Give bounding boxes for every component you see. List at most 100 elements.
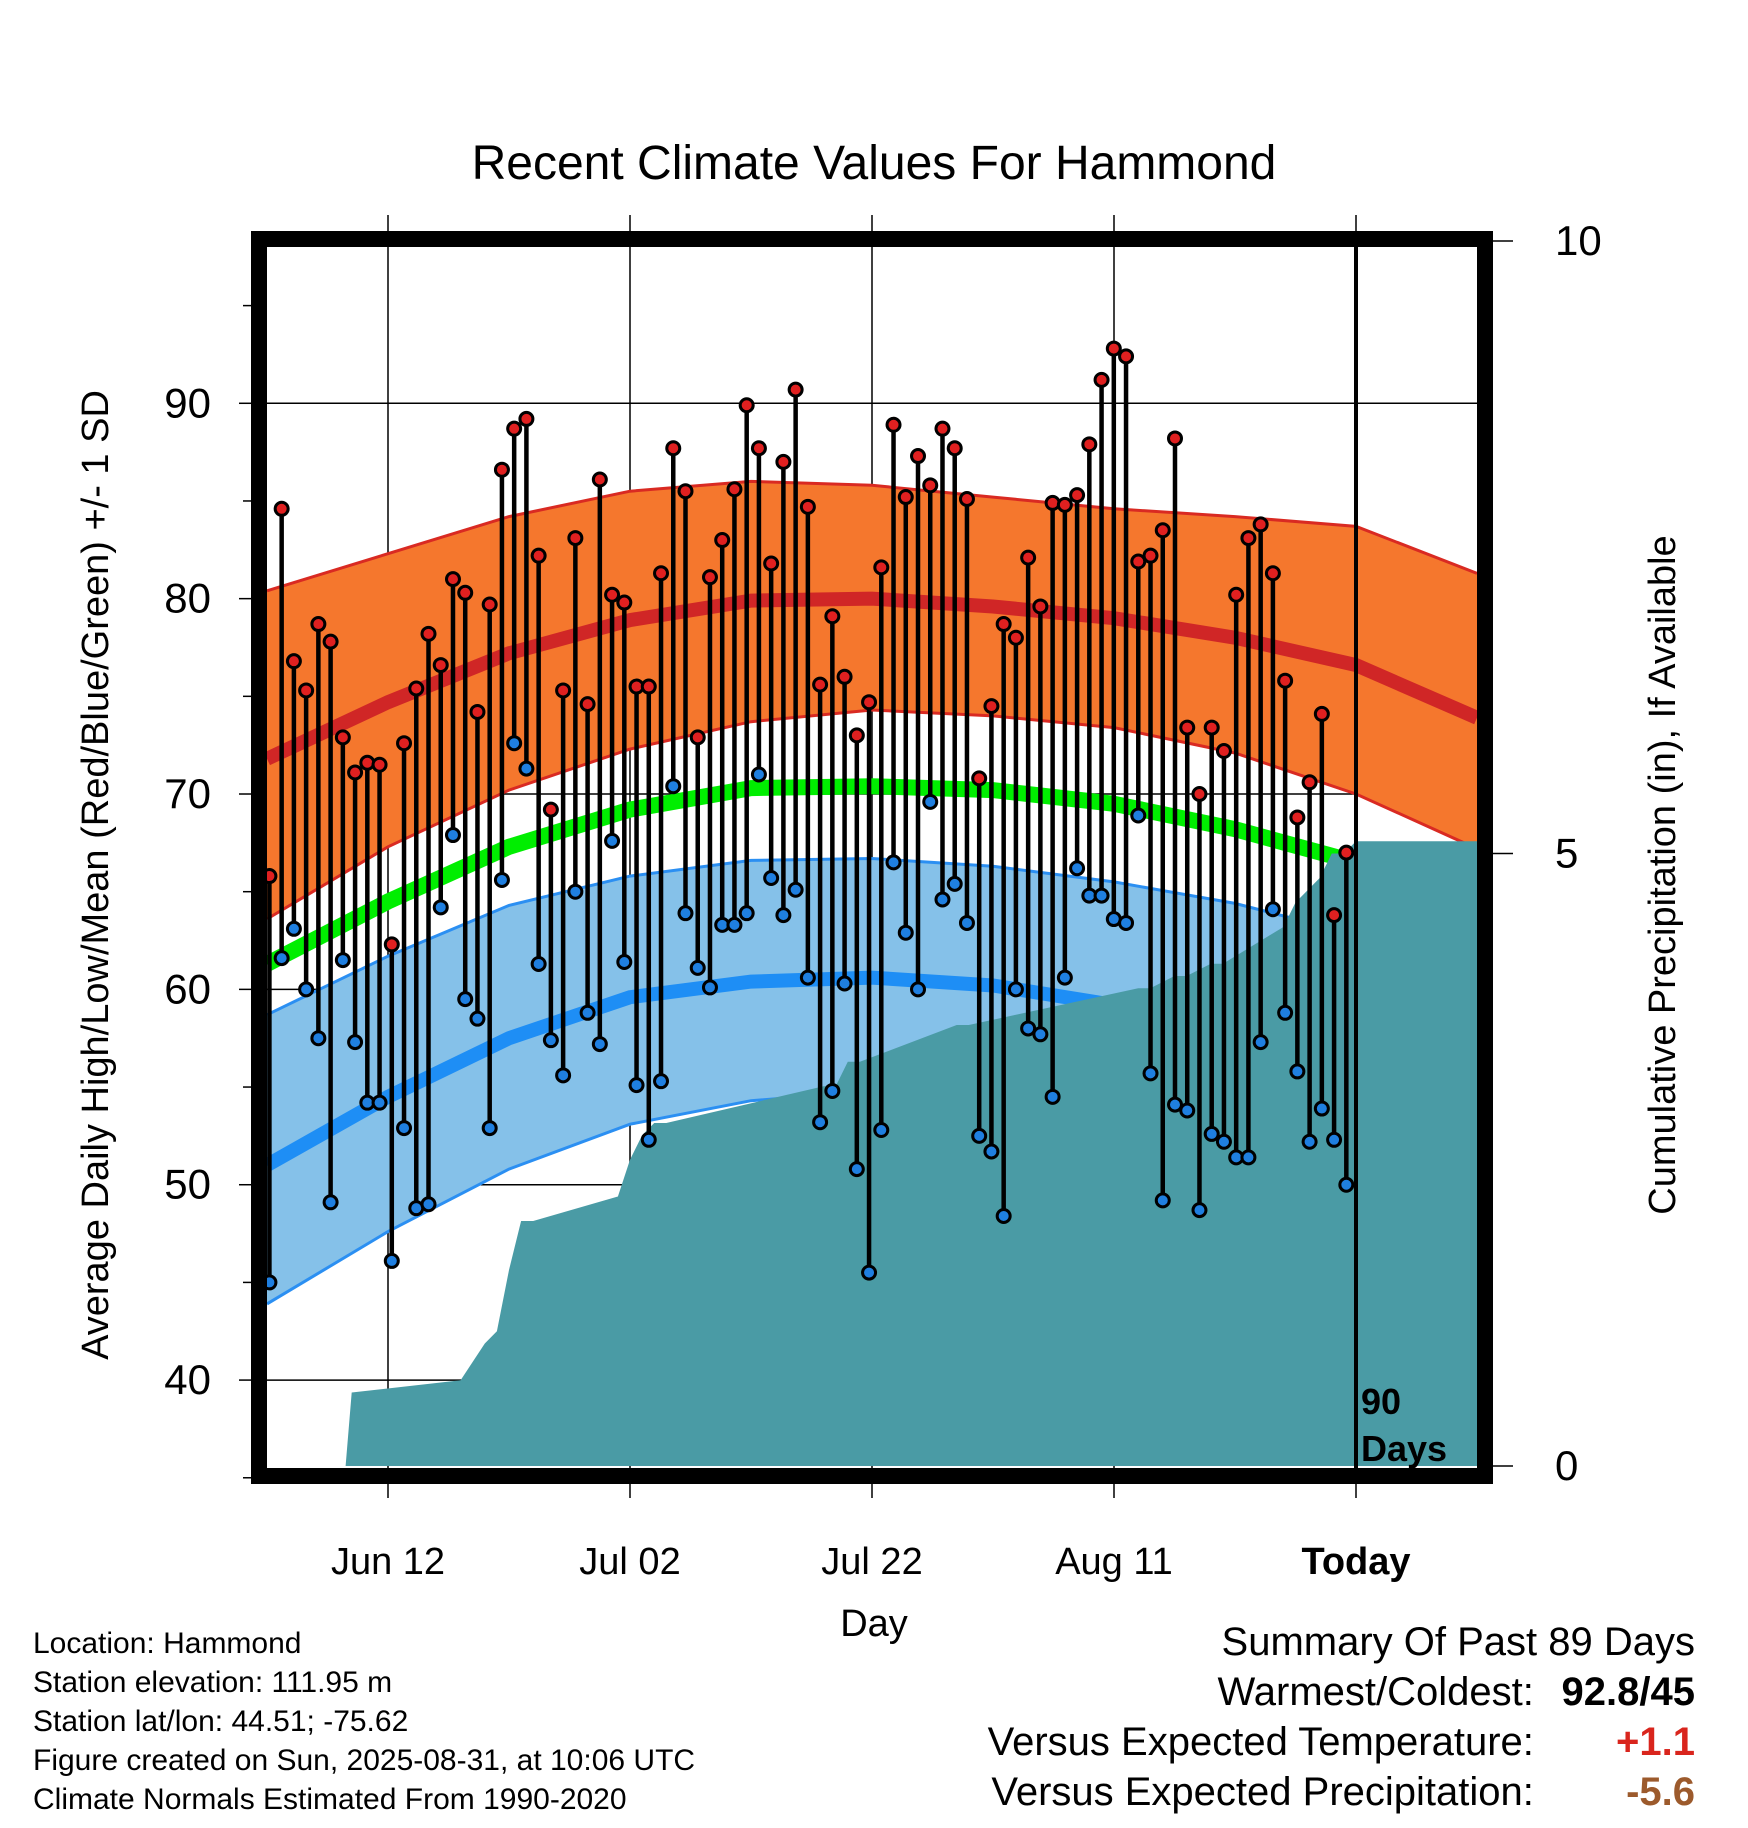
daily-high-point (396, 735, 413, 752)
daily-high-point (555, 682, 572, 699)
daily-low-point (285, 920, 302, 937)
daily-low-point (958, 914, 975, 931)
daily-high-point (1191, 786, 1208, 803)
daily-high-point (653, 565, 670, 582)
x-tick-label: Jun 12 (331, 1541, 445, 1583)
daily-high-point (1069, 487, 1086, 504)
daily-low-point (775, 907, 792, 924)
summary-panel: Summary Of Past 89 Days Warmest/Coldest:… (988, 1617, 1695, 1817)
daily-high-point (1118, 348, 1135, 365)
x-tick-label: Aug 11 (1055, 1541, 1173, 1583)
x-tick-label: Jul 22 (821, 1541, 922, 1583)
warmest-coldest-row: Warmest/Coldest: 92.8/45 (988, 1667, 1696, 1717)
daily-high-point (946, 440, 963, 457)
daily-high-point (689, 729, 706, 746)
daily-high-point (848, 727, 865, 744)
daily-high-point (812, 676, 829, 693)
daily-high-point (616, 594, 633, 611)
daily-low-point (579, 1004, 596, 1021)
daily-high-point (298, 682, 315, 699)
daily-low-point (506, 735, 523, 752)
daily-high-point (1215, 743, 1232, 760)
daily-low-point (1191, 1202, 1208, 1219)
daily-low-point (530, 955, 547, 972)
daily-high-point (567, 530, 584, 547)
x-tick-label: Jul 02 (579, 1541, 680, 1583)
daily-low-point (885, 854, 902, 871)
daily-high-point (493, 461, 510, 478)
daily-low-point (1118, 914, 1135, 931)
daily-low-point (824, 1082, 841, 1099)
temp-departure-row: Versus Expected Temperature: +1.1 (988, 1717, 1695, 1767)
daily-low-point (1215, 1133, 1232, 1150)
daily-high-point (665, 440, 682, 457)
y-tick-label: 90 (164, 379, 211, 426)
daily-low-point (677, 905, 694, 922)
daily-high-point (726, 481, 743, 498)
daily-low-point (1252, 1034, 1269, 1051)
daily-low-point (1326, 1131, 1343, 1148)
daily-low-point (469, 1010, 486, 1027)
daily-high-point (714, 532, 731, 549)
daily-high-point (1203, 719, 1220, 736)
latlon-text: Station lat/lon: 44.51; -75.62 (33, 1705, 409, 1738)
daily-low-point (1289, 1063, 1306, 1080)
daily-low-point (298, 981, 315, 998)
daily-high-point (1289, 809, 1306, 826)
daily-high-point (971, 770, 988, 787)
daily-high-point (1252, 516, 1269, 533)
daily-high-point (1032, 598, 1049, 615)
daily-low-point (1044, 1088, 1061, 1105)
daily-low-point (1166, 1096, 1183, 1113)
daily-low-point (457, 991, 474, 1008)
daily-high-point (1166, 430, 1183, 447)
daily-low-point (653, 1073, 670, 1090)
daily-high-point (432, 657, 449, 674)
daily-high-point (824, 608, 841, 625)
daily-high-point (1007, 629, 1024, 646)
daily-high-point (1326, 907, 1343, 924)
daily-high-point (799, 498, 816, 515)
daily-low-point (873, 1122, 890, 1139)
daily-high-point (787, 381, 804, 398)
daily-high-point (273, 500, 290, 517)
y-tick-label: 40 (164, 1356, 211, 1403)
daily-high-point (1240, 530, 1257, 547)
daily-high-point (922, 477, 939, 494)
daily-high-point (1056, 496, 1073, 513)
warmest-coldest-label: Warmest/Coldest: (1217, 1670, 1534, 1714)
daily-low-point (971, 1127, 988, 1144)
normals-text: Climate Normals Estimated From 1990-2020 (33, 1783, 627, 1816)
daily-high-point (1228, 586, 1245, 603)
daily-high-point (310, 616, 327, 633)
daily-low-point (567, 883, 584, 900)
normal-high-line (267, 591, 1477, 766)
daily-high-point (1264, 565, 1281, 582)
precip-departure-row: Versus Expected Precipitation: -5.6 (988, 1767, 1695, 1817)
daily-low-point (640, 1131, 657, 1148)
daily-high-point (371, 756, 388, 773)
daily-high-point (506, 420, 523, 437)
daily-low-point (763, 870, 780, 887)
daily-low-point (444, 827, 461, 844)
series-layer: 90 Days (267, 247, 1477, 1469)
daily-low-point (1093, 887, 1110, 904)
daily-low-point (983, 1143, 1000, 1160)
daily-high-point (701, 569, 718, 586)
daily-low-point (799, 969, 816, 986)
daily-low-point (1130, 807, 1147, 824)
daily-high-point (481, 596, 498, 613)
daily-low-point (812, 1114, 829, 1131)
daily-low-point (995, 1207, 1012, 1224)
y-axis-label: Average Daily High/Low/Mean (Red/Blue/Gr… (75, 390, 117, 1360)
daily-low-point (750, 766, 767, 783)
daily-low-point (347, 1034, 364, 1051)
precip-departure-value: -5.6 (1626, 1770, 1695, 1814)
daily-high-point (738, 397, 755, 414)
daily-high-point (347, 764, 364, 781)
y2-tick-label: 0 (1555, 1442, 1578, 1489)
daily-high-point (383, 936, 400, 953)
y-tick-label: 70 (164, 770, 211, 817)
temp-departure-value: +1.1 (1616, 1720, 1695, 1764)
